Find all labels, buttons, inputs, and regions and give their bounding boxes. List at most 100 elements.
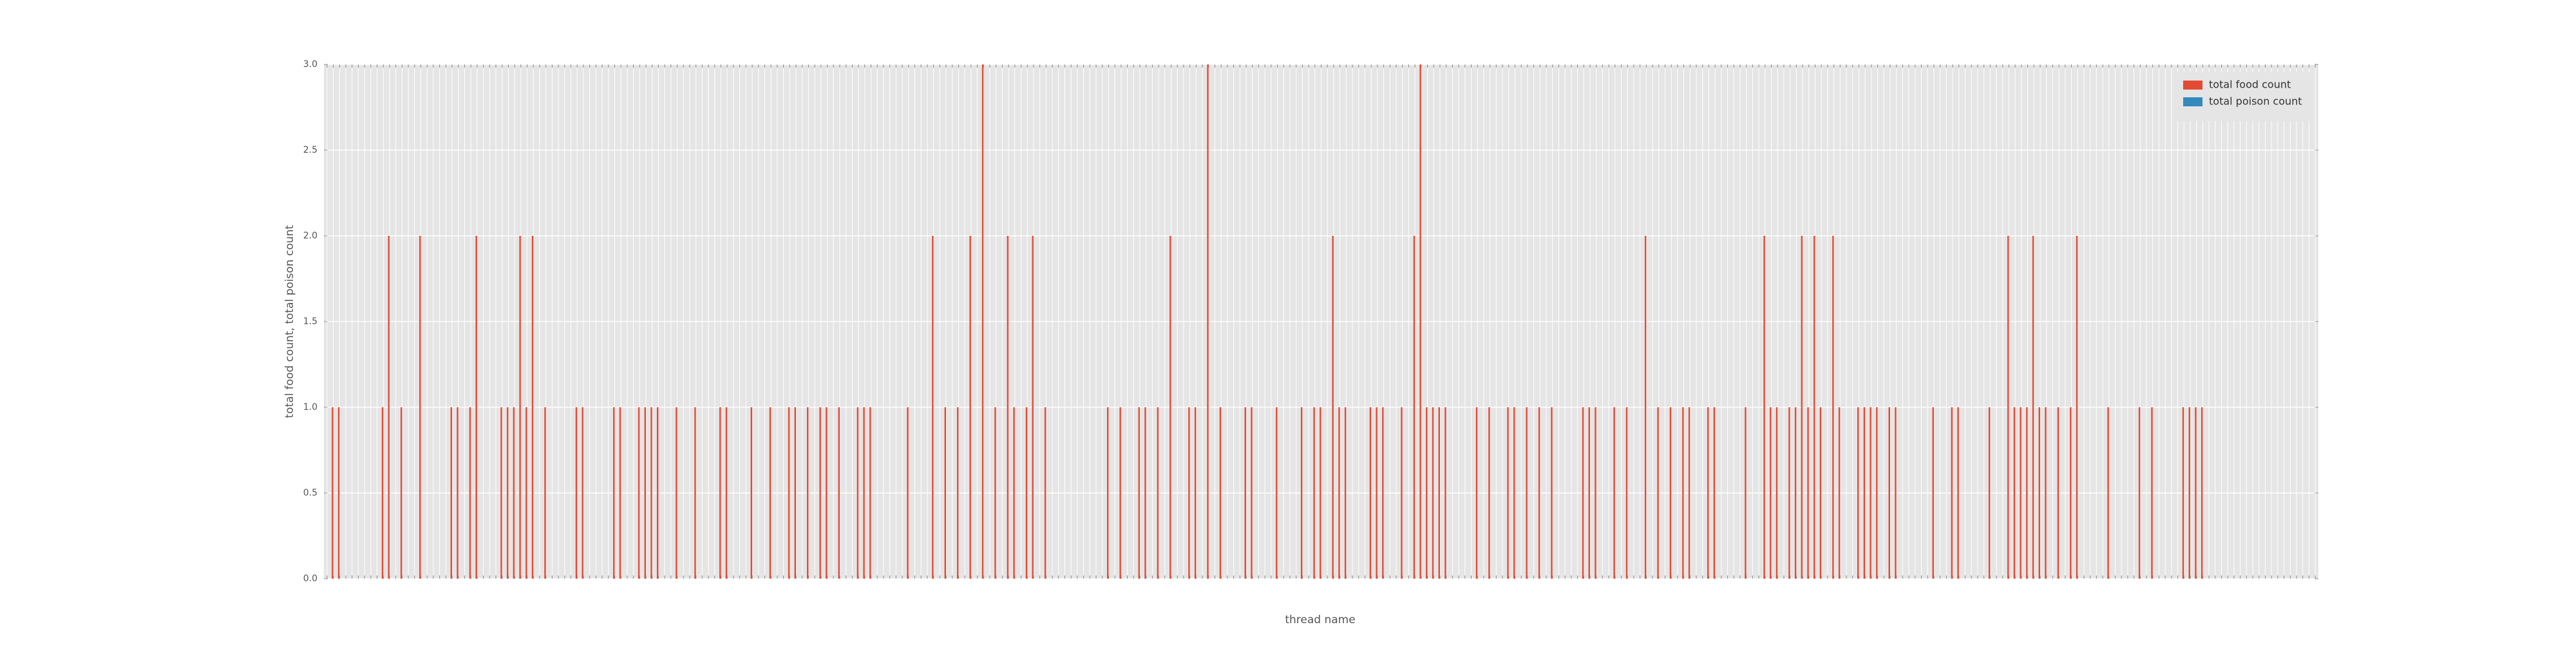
- bar: [1207, 64, 1209, 579]
- bar: [2057, 407, 2060, 579]
- bar: [575, 407, 578, 579]
- bar: [1488, 407, 1490, 579]
- bar: [2026, 407, 2028, 579]
- bar: [526, 407, 527, 579]
- bar: [1332, 236, 1334, 579]
- bar: [1788, 407, 1790, 579]
- bar: [1707, 407, 1709, 579]
- bar: [1438, 407, 1440, 579]
- bar: [656, 407, 659, 579]
- bar: [1657, 407, 1659, 579]
- bar: [519, 236, 521, 579]
- bar: [1219, 407, 1222, 579]
- bar: [826, 407, 828, 579]
- bar: [619, 407, 621, 579]
- bar: [1713, 407, 1716, 579]
- bar: [1682, 407, 1684, 579]
- bar: [1419, 64, 1421, 579]
- bar: [582, 407, 583, 579]
- bar: [1644, 236, 1647, 579]
- bar: [694, 407, 696, 579]
- bar: [1807, 407, 1809, 579]
- bar: [1401, 407, 1403, 579]
- bar: [1144, 407, 1146, 579]
- bar: [1819, 407, 1822, 579]
- bar: [1832, 236, 1834, 579]
- bar: [1432, 407, 1434, 579]
- bar: [1413, 236, 1416, 579]
- bar: [676, 407, 677, 579]
- bar: [794, 407, 796, 579]
- bar: [1688, 407, 1690, 579]
- bar: [1895, 407, 1897, 579]
- bar: [1513, 407, 1515, 579]
- bar: [819, 407, 821, 579]
- bar: [337, 407, 340, 579]
- bar: [1951, 407, 1953, 579]
- y-tick-label: 1.0: [303, 402, 317, 412]
- bar: [419, 236, 421, 579]
- bar: [750, 407, 753, 579]
- bar: [381, 407, 384, 579]
- bar: [1251, 407, 1253, 579]
- bar: [2076, 236, 2078, 579]
- bar: [2045, 407, 2047, 579]
- bar: [2038, 407, 2040, 579]
- bar: [1157, 407, 1159, 579]
- bar: [719, 407, 721, 579]
- bar: [388, 236, 390, 579]
- bar: [869, 407, 871, 579]
- bar: [2151, 407, 2153, 579]
- y-tick-label: 2.0: [303, 231, 317, 241]
- bar: [1625, 407, 1628, 579]
- bar: [1300, 407, 1303, 579]
- bar: [1876, 407, 1878, 579]
- bar: [1320, 407, 1321, 579]
- bar: [806, 407, 809, 579]
- bar: [1957, 407, 1959, 579]
- bar: [613, 407, 615, 579]
- bar: [1369, 407, 1372, 579]
- bar: [1044, 407, 1046, 579]
- y-tick-label: 1.5: [303, 316, 317, 327]
- bar: [2195, 407, 2197, 579]
- bar: [1595, 407, 1596, 579]
- bar: [2020, 407, 2022, 579]
- bar: [1582, 407, 1584, 579]
- bar: [1444, 407, 1446, 579]
- bar: [400, 407, 402, 579]
- legend-label: total food count: [2209, 79, 2291, 91]
- x-axis-label: thread name: [1285, 613, 1355, 626]
- bar: [1338, 407, 1340, 579]
- bar: [932, 236, 934, 579]
- bar: [475, 236, 477, 579]
- bar: [1669, 407, 1672, 579]
- bar: [1507, 407, 1509, 579]
- legend-swatch: [2183, 97, 2202, 106]
- bar: [638, 407, 640, 579]
- bar: [1613, 407, 1615, 579]
- bar: [1932, 407, 1934, 579]
- legend-swatch: [2183, 81, 2202, 90]
- y-tick-label: 0.5: [303, 488, 317, 498]
- bar: [1119, 407, 1121, 579]
- bar: [994, 407, 996, 579]
- legend: total food count total poison count: [2177, 72, 2312, 121]
- bar: [1988, 407, 1991, 579]
- bar: [2188, 407, 2190, 579]
- bar: [644, 407, 646, 579]
- y-axis-label: total food count, total poison count: [283, 225, 296, 418]
- bar: [1745, 407, 1747, 579]
- bar: [2201, 407, 2203, 579]
- bar: [907, 407, 909, 579]
- bar: [2013, 407, 2016, 579]
- bar: [2007, 236, 2009, 579]
- bar: [1007, 236, 1009, 579]
- legend-label: total poison count: [2209, 95, 2302, 108]
- bar: [544, 407, 546, 579]
- bar: [2107, 407, 2109, 579]
- bars: [332, 64, 2203, 579]
- bar: [650, 407, 652, 579]
- y-tick-label: 2.5: [303, 145, 317, 155]
